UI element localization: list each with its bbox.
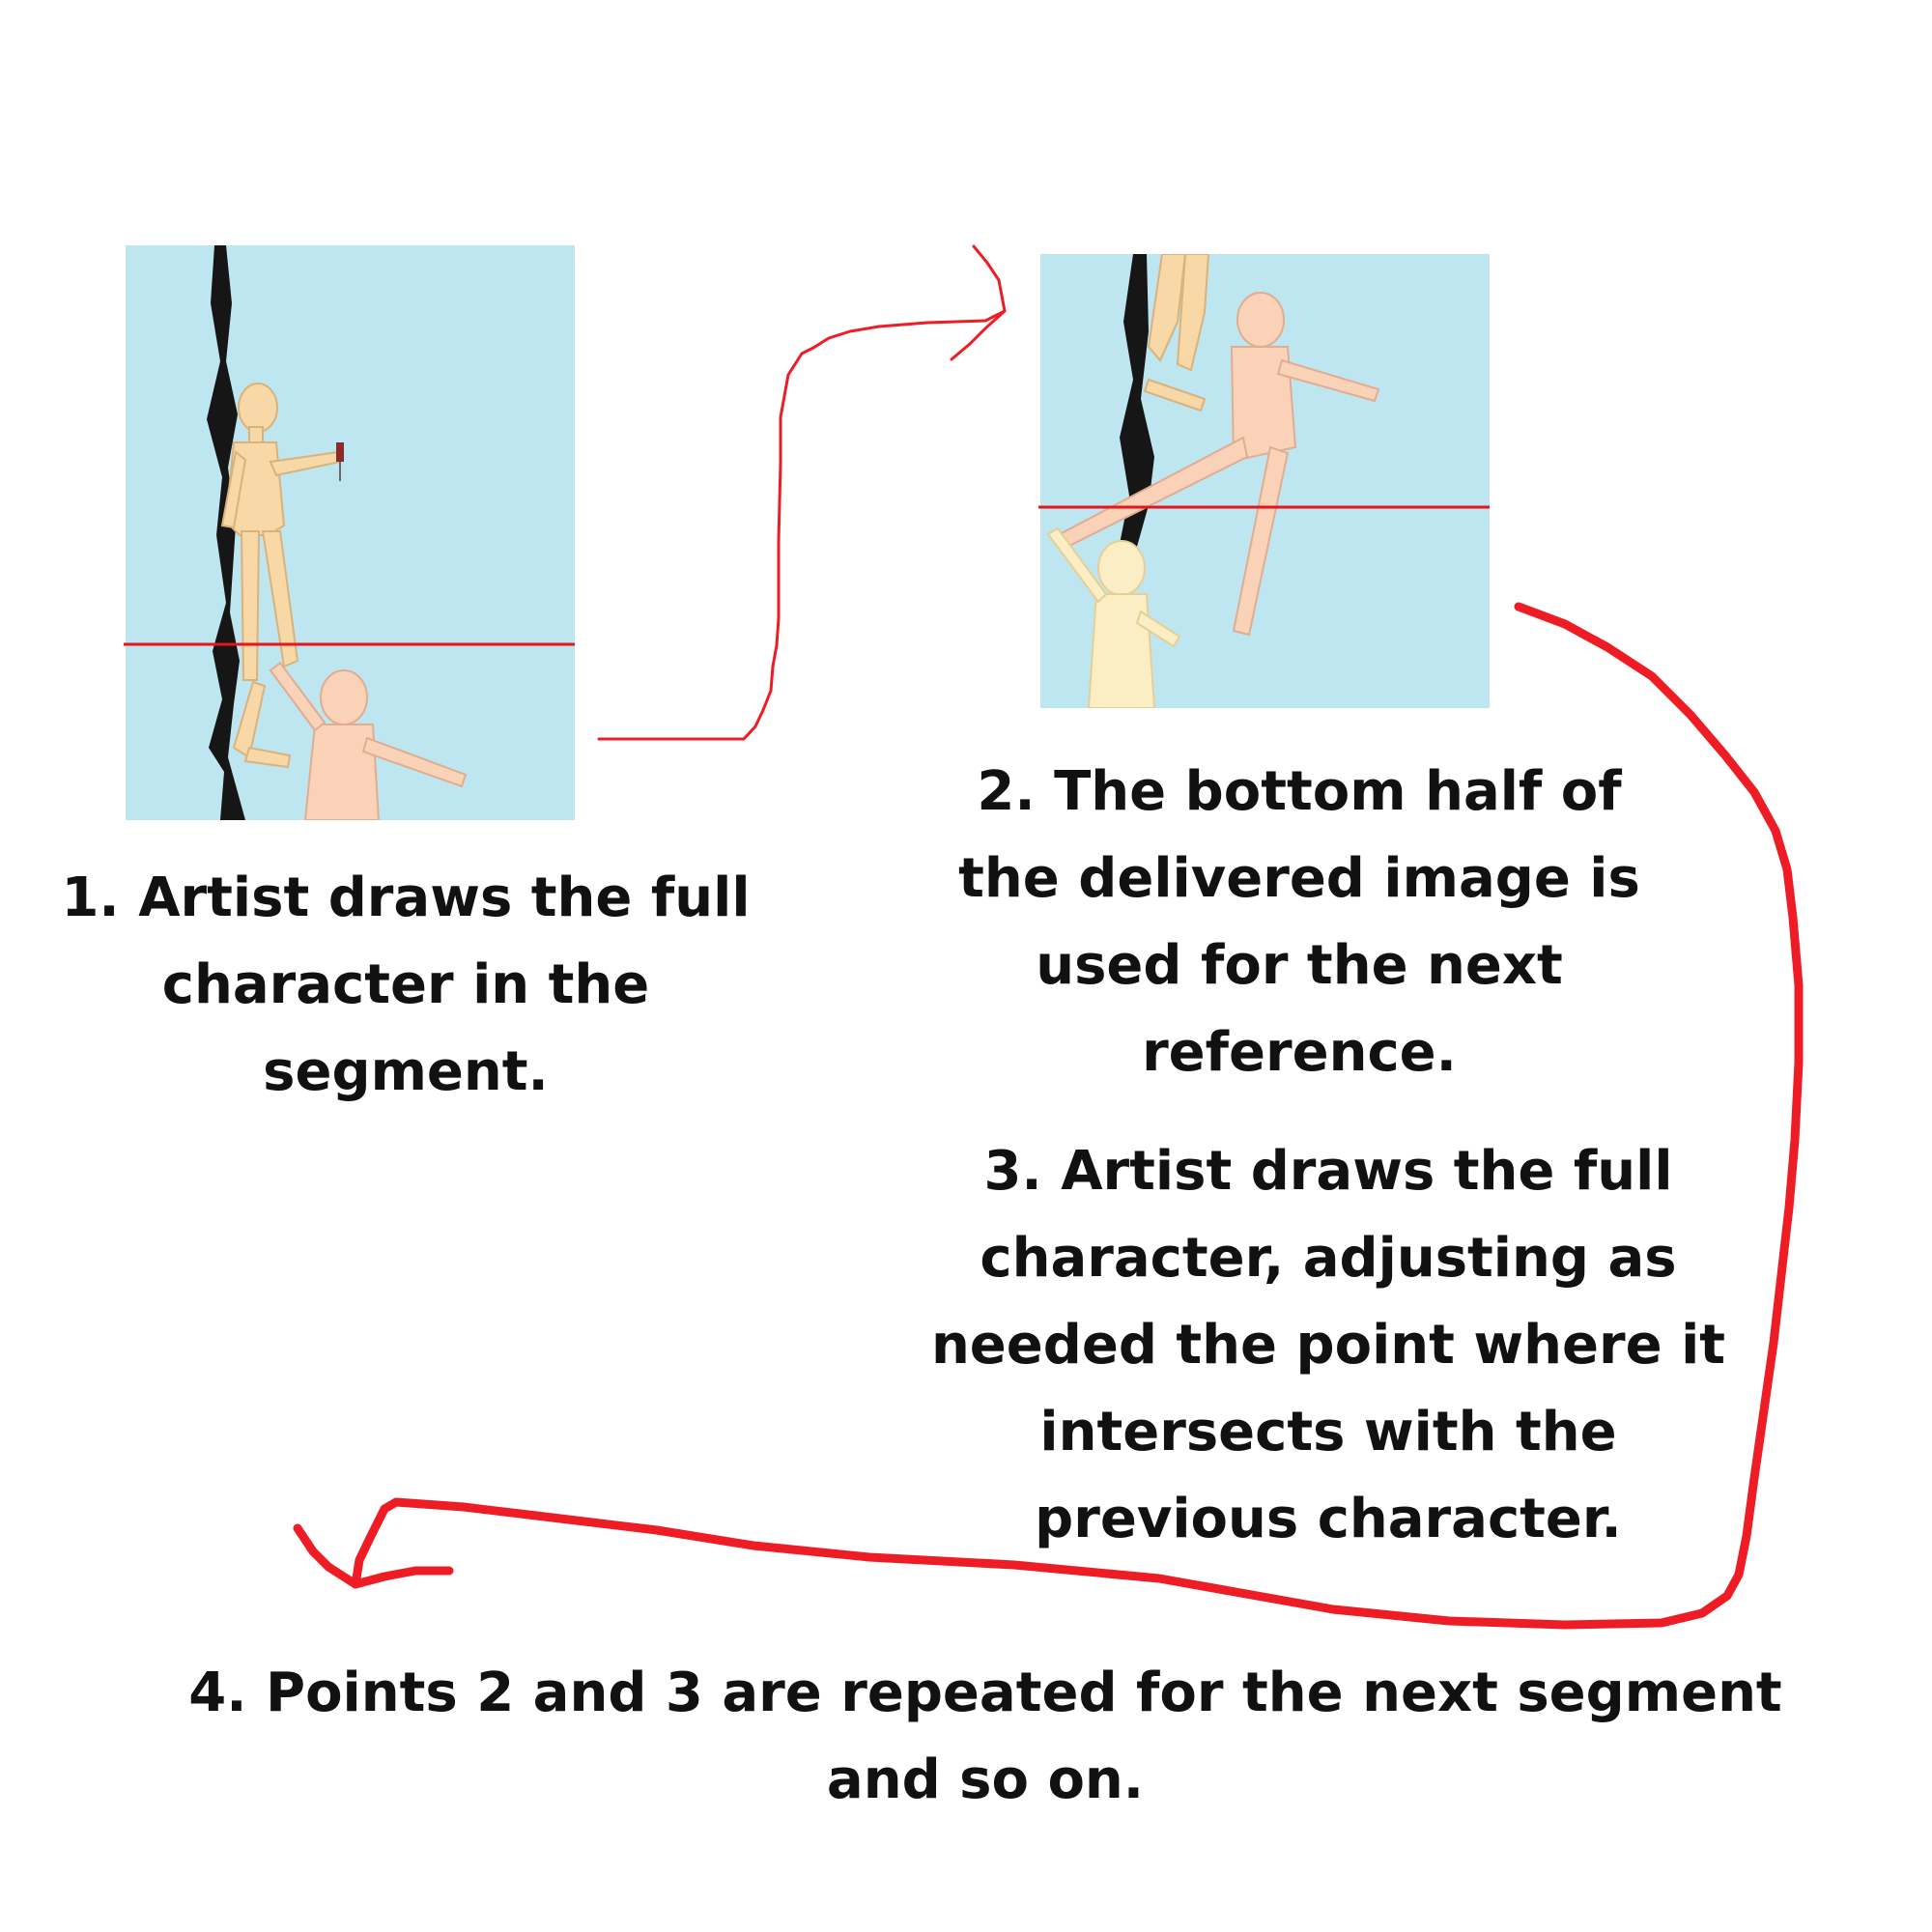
rock-column bbox=[1118, 254, 1154, 554]
rock-column bbox=[207, 245, 245, 820]
figure-pale-new bbox=[1046, 526, 1181, 708]
figure-peach-waving bbox=[1058, 292, 1380, 637]
arrow-step1-to-step2 bbox=[597, 244, 1007, 741]
step-3-text: 3. Artist draws the full character, adju… bbox=[930, 1140, 1726, 1550]
figure-tan-climbing bbox=[1143, 254, 1210, 412]
segment-image-1 bbox=[126, 245, 575, 820]
figure-peach-waving bbox=[269, 661, 468, 820]
step-1-text: 1. Artist draws the full character in th… bbox=[61, 867, 751, 1103]
segment-1-illustration bbox=[207, 245, 468, 820]
phone-held bbox=[336, 442, 344, 462]
segment-image-2 bbox=[1040, 254, 1490, 708]
step-2-text: 2. The bottom half of the delivered imag… bbox=[958, 760, 1640, 1084]
step-4-text: 4. Points 2 and 3 are repeated for the n… bbox=[188, 1662, 1782, 1811]
segment-2-illustration bbox=[1046, 254, 1380, 708]
